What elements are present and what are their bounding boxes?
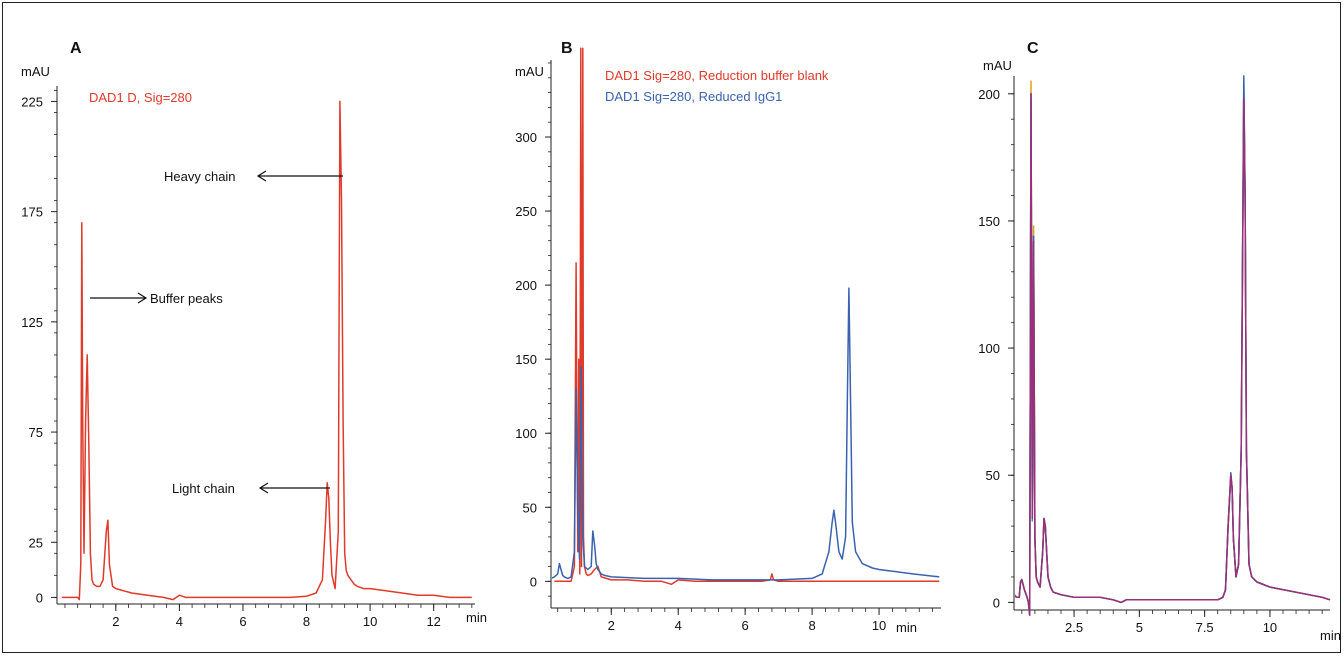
- x-tick-label: 8: [303, 614, 310, 629]
- y-axis-unit: mAU: [515, 64, 544, 79]
- y-tick-label: 150: [515, 352, 537, 367]
- y-axis-unit: mAU: [983, 58, 1012, 73]
- legend-entry: DAD1 Sig=280, Reduced IgG1: [605, 89, 782, 104]
- annotation-label: Light chain: [172, 481, 235, 496]
- x-tick-label: 12: [426, 614, 440, 629]
- x-axis-unit: min: [1320, 628, 1341, 643]
- x-tick-label: 10: [363, 614, 377, 629]
- x-tick-label: 10: [872, 618, 886, 633]
- annotation-label: Heavy chain: [164, 169, 236, 184]
- x-tick-label: 4: [675, 618, 682, 633]
- y-tick-label: 250: [515, 204, 537, 219]
- x-tick-label: 6: [239, 614, 246, 629]
- y-tick-label: 175: [21, 205, 43, 220]
- series-trace-4: [1015, 93, 1331, 616]
- x-tick-label: 2: [112, 614, 119, 629]
- x-tick-label: 7.5: [1196, 620, 1214, 635]
- y-tick-label: 225: [21, 94, 43, 109]
- y-tick-label: 200: [515, 278, 537, 293]
- series-trace-2: [552, 287, 940, 581]
- panel-label: C: [1027, 40, 1039, 57]
- y-tick-label: 25: [29, 535, 43, 550]
- panel-label: B: [561, 40, 573, 57]
- y-tick-label: 0: [993, 595, 1000, 610]
- x-tick-label: 8: [808, 618, 815, 633]
- x-tick-label: 2: [608, 618, 615, 633]
- series-trace-2: [1015, 82, 1331, 616]
- y-tick-label: 0: [36, 590, 43, 605]
- y-tick-label: 75: [29, 425, 43, 440]
- x-tick-label: 5: [1136, 620, 1143, 635]
- y-tick-label: 50: [986, 468, 1000, 483]
- y-tick-label: 100: [978, 341, 1000, 356]
- x-tick-label: 4: [176, 614, 183, 629]
- x-tick-label: 6: [742, 618, 749, 633]
- y-tick-label: 300: [515, 130, 537, 145]
- annotation-label: Buffer peaks: [150, 291, 223, 306]
- y-tick-label: 125: [21, 315, 43, 330]
- series-trace-1: [61, 100, 472, 601]
- y-tick-label: 50: [523, 500, 537, 515]
- panel-label: A: [70, 40, 82, 57]
- legend-entry: DAD1 Sig=280, Reduction buffer blank: [605, 68, 829, 83]
- x-axis-unit: min: [896, 620, 917, 635]
- arrow-head: [256, 170, 267, 182]
- legend-entry: DAD1 D, Sig=280: [89, 90, 192, 105]
- y-tick-label: 100: [515, 426, 537, 441]
- x-tick-label: 10: [1263, 620, 1277, 635]
- series-trace-1: [1015, 80, 1331, 616]
- arrow-head: [137, 292, 148, 304]
- x-tick-label: 2.5: [1065, 620, 1083, 635]
- y-axis-unit: mAU: [21, 64, 50, 79]
- arrow-head: [258, 482, 269, 494]
- series-trace-3: [1015, 75, 1331, 616]
- x-axis-unit: min: [466, 610, 487, 625]
- y-tick-label: 200: [978, 87, 1000, 102]
- y-tick-label: 150: [978, 214, 1000, 229]
- y-tick-label: 0: [530, 574, 537, 589]
- series-trace-1: [554, 47, 940, 586]
